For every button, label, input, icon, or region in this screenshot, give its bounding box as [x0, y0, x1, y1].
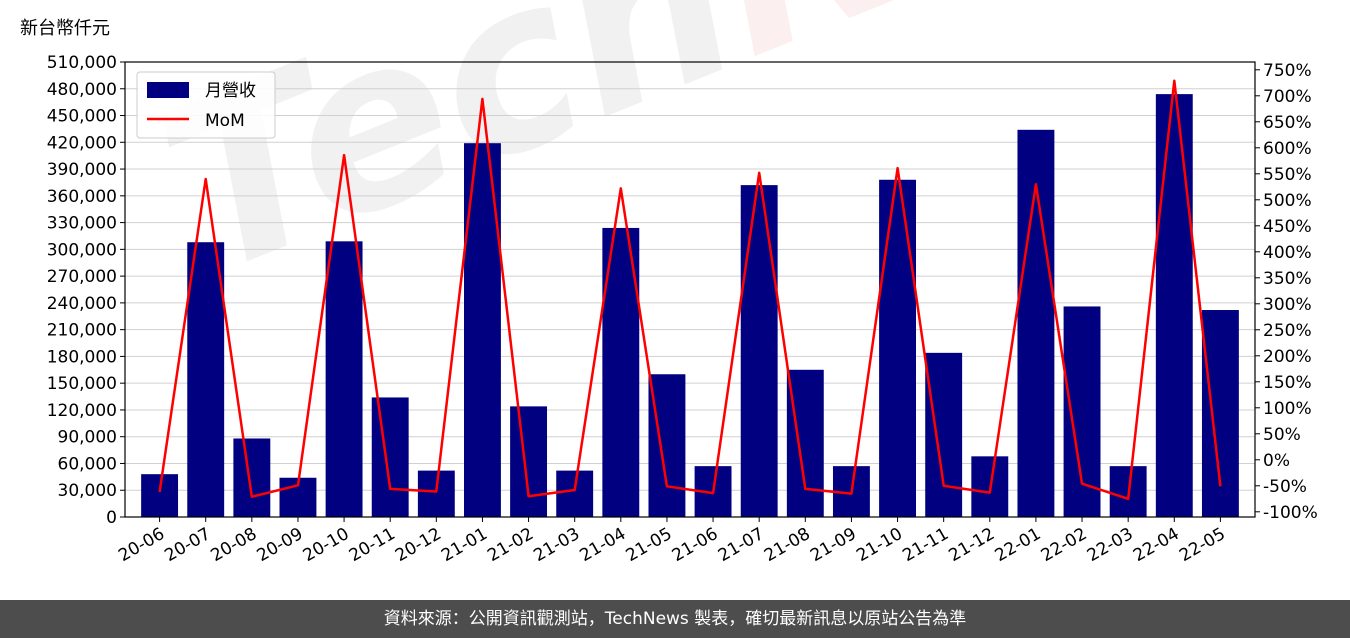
right-tick-label: 0%: [1263, 451, 1290, 471]
bar-21-02: [510, 406, 548, 517]
right-tick-label: -50%: [1263, 477, 1307, 497]
right-tick-label: -100%: [1263, 503, 1318, 523]
left-tick-label: 30,000: [58, 481, 117, 501]
x-tick-label: 21-12: [946, 524, 999, 566]
left-tick-label: 300,000: [47, 240, 117, 260]
x-tick-label: 20-07: [161, 524, 214, 566]
x-tick-label: 22-05: [1176, 524, 1229, 566]
right-tick-label: 150%: [1263, 373, 1312, 393]
x-tick-label: 20-08: [208, 524, 261, 566]
plot-frame: [124, 61, 1256, 518]
left-tick-label: 390,000: [47, 160, 117, 180]
x-tick-label: 21-05: [623, 524, 676, 566]
bar-20-10: [325, 241, 363, 517]
right-tick-label: 750%: [1263, 61, 1312, 81]
bar-22-02: [1063, 306, 1101, 517]
right-tick-label: 650%: [1263, 113, 1312, 133]
left-tick-label: 0: [106, 508, 117, 528]
x-tick-label: 21-03: [530, 524, 583, 566]
bar-21-03: [556, 470, 594, 517]
left-tick-label: 480,000: [47, 80, 117, 100]
bar-20-07: [187, 242, 225, 517]
x-tick-label: 22-04: [1130, 524, 1183, 566]
left-tick-label: 90,000: [58, 428, 117, 448]
left-tick-label: 60,000: [58, 454, 117, 474]
bar-21-08: [786, 369, 824, 517]
x-tick-label: 22-03: [1084, 524, 1137, 566]
x-tick-label: 21-11: [899, 524, 952, 566]
right-tick-label: 550%: [1263, 165, 1312, 185]
x-tick-label: 21-06: [669, 524, 722, 566]
right-tick-label: 200%: [1263, 347, 1312, 367]
x-tick-label: 20-06: [115, 524, 168, 566]
left-tick-label: 420,000: [47, 133, 117, 153]
x-tick-label: 20-09: [254, 524, 307, 566]
bar-22-01: [1017, 129, 1055, 517]
left-tick-label: 120,000: [47, 401, 117, 421]
x-tick-label: 20-11: [346, 524, 399, 566]
x-tick-label: 20-12: [392, 524, 445, 566]
x-tick-label: 22-01: [992, 524, 1045, 566]
left-tick-label: 270,000: [47, 267, 117, 287]
left-tick-label: 180,000: [47, 347, 117, 367]
legend-label-mom: MoM: [205, 111, 245, 131]
bar-22-04: [1155, 94, 1193, 517]
right-tick-label: 400%: [1263, 243, 1312, 263]
bar-20-12: [417, 470, 455, 517]
left-tick-label: 360,000: [47, 187, 117, 207]
x-tick-label: 21-04: [577, 524, 630, 566]
right-tick-label: 250%: [1263, 321, 1312, 341]
left-tick-label: 240,000: [47, 294, 117, 314]
bar-20-11: [371, 397, 409, 517]
legend-label-revenue: 月營收: [205, 81, 256, 101]
right-tick-label: 700%: [1263, 87, 1312, 107]
bar-20-08: [233, 438, 271, 517]
mom-line: [158, 79, 1222, 501]
x-tick-label: 21-07: [715, 524, 768, 566]
x-tick-label: 21-10: [853, 524, 906, 566]
left-tick-label: 330,000: [47, 214, 117, 234]
unit-label: 新台幣仟元: [20, 18, 110, 39]
left-tick-label: 150,000: [47, 374, 117, 394]
right-tick-label: 450%: [1263, 217, 1312, 237]
x-tick-label: 21-09: [807, 524, 860, 566]
right-tick-label: 100%: [1263, 399, 1312, 419]
x-tick-label: 21-08: [761, 524, 814, 566]
right-tick-label: 300%: [1263, 295, 1312, 315]
right-tick-label: 350%: [1263, 269, 1312, 289]
bar-20-06: [141, 474, 179, 517]
legend-bar-swatch: [147, 82, 189, 98]
bar-21-05: [648, 374, 686, 517]
bar-21-11: [925, 352, 963, 517]
x-tick-label: 20-10: [300, 524, 353, 566]
right-tick-label: 600%: [1263, 139, 1312, 159]
left-tick-label: 210,000: [47, 321, 117, 341]
right-tick-label: 50%: [1263, 425, 1301, 445]
revenue-chart: 0 30,000 60,000 90,000 120,000 150,000 180,000…: [47, 53, 1318, 566]
footer-source: 資料來源：公開資訊觀測站，TechNews 製表，確切最新訊息以原站公告為準: [0, 600, 1350, 638]
bar-21-07: [740, 185, 778, 517]
x-tick-label: 22-02: [1038, 524, 1091, 566]
x-tick-label: 21-02: [484, 524, 537, 566]
right-tick-label: 500%: [1263, 191, 1312, 211]
x-tick-label: 21-01: [438, 524, 491, 566]
left-tick-label: 510,000: [47, 53, 117, 73]
left-tick-label: 450,000: [47, 107, 117, 127]
bar-21-10: [879, 179, 916, 517]
